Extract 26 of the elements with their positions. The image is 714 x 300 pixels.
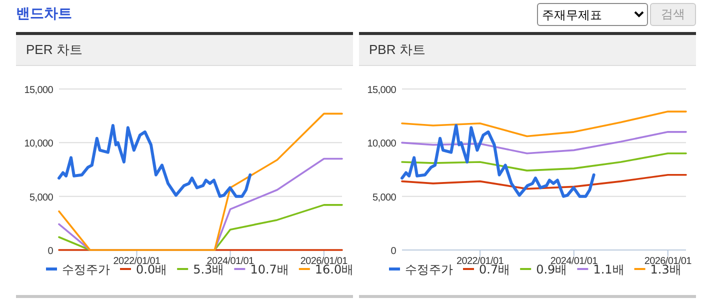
y-tick-label: 15,000 <box>24 85 54 96</box>
y-tick-label: 15,000 <box>367 85 397 96</box>
text: 검색 <box>650 3 696 26</box>
chart-title: PER 차트 <box>16 35 353 66</box>
chart-title: PBR 차트 <box>359 35 696 66</box>
y-tick-label: 5,000 <box>372 192 397 204</box>
y-tick-label: 0 <box>48 246 54 257</box>
legend-label: 1.1배 <box>593 262 624 276</box>
legend-label: 수정주가 <box>405 262 453 276</box>
legend-label: 0.9배 <box>536 262 568 276</box>
text: 밴드차트 <box>16 5 72 23</box>
line-series <box>58 124 252 198</box>
y-tick-label: 10,000 <box>24 138 54 150</box>
line-series <box>401 110 687 138</box>
y-tick-label: 0 <box>390 246 397 257</box>
line-series <box>401 152 687 172</box>
line-series <box>401 174 687 190</box>
text: 주재무제표 <box>537 3 648 26</box>
line-series <box>401 131 687 154</box>
line-series <box>400 124 596 198</box>
y-tick-label: 5,000 <box>29 192 54 204</box>
legend-label: 5.3배 <box>193 262 224 276</box>
legend-label: 10.7배 <box>250 262 289 276</box>
line-series <box>58 112 343 251</box>
y-tick-label: 10,000 <box>367 138 397 150</box>
legend-label: 수정주가 <box>62 262 110 276</box>
